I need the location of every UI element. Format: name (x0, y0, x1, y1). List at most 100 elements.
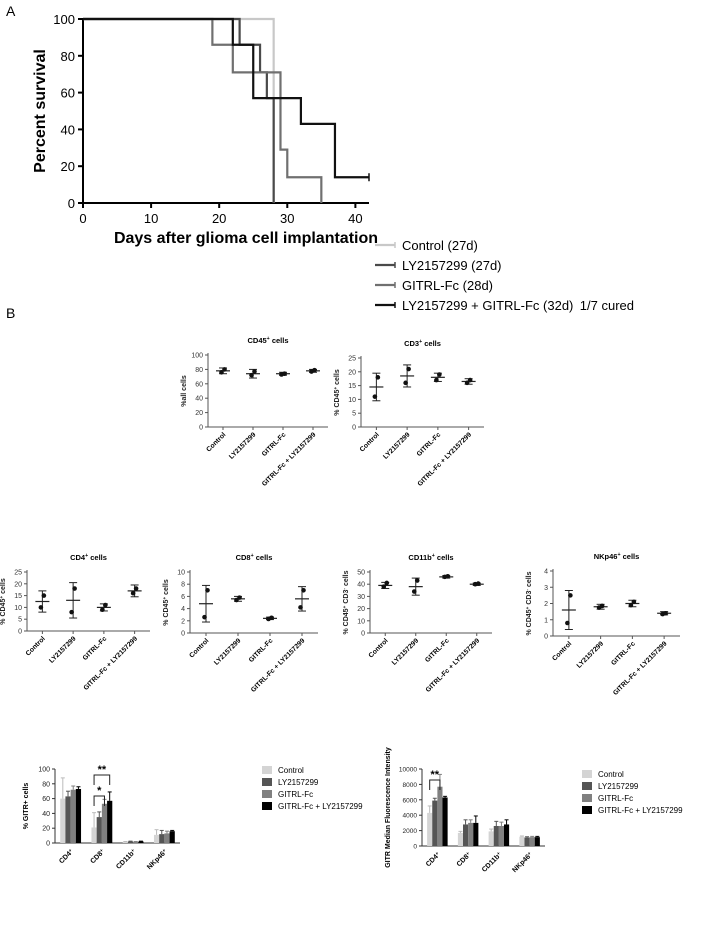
legend-swatch (262, 802, 272, 810)
legend-label: GITRL-Fc (278, 790, 313, 799)
y-tick-label: 0 (352, 425, 356, 432)
x-tick-label: 0 (79, 211, 86, 226)
x-tick-label: GITRL-Fc (82, 635, 109, 662)
y-tick-label: 0 (181, 631, 185, 638)
data-point (403, 380, 408, 386)
bar (463, 824, 469, 846)
data-point (282, 371, 287, 377)
y-tick-label: 15 (14, 593, 22, 600)
bar (442, 797, 448, 846)
chart-title: CD4+ cells (70, 553, 107, 562)
x-tick-label: GITRL-Fc + LY2157299 (261, 431, 318, 488)
data-point (69, 609, 74, 615)
y-tick-label: 25 (348, 356, 356, 363)
x-tick-label: GITRL-Fc (424, 637, 451, 664)
legend-label: GITRL-Fc (598, 794, 633, 803)
y-tick-label: 100 (38, 767, 50, 774)
x-tick-label: GITRL-Fc + LY2157299 (83, 635, 140, 692)
data-point (375, 375, 381, 380)
y-axis-label: % GITR+ cells (23, 783, 30, 830)
legend-swatch (262, 778, 272, 786)
x-tick-label: GITRL-Fc (416, 431, 443, 458)
x-tick-label: GITRL-Fc (261, 431, 288, 458)
y-tick-label: 20 (348, 369, 356, 376)
data-point (599, 603, 605, 609)
x-tick-label: LY2157299 (576, 640, 606, 670)
data-point (437, 372, 442, 377)
y-tick-label: 1 (544, 617, 548, 624)
y-tick-label: 20 (61, 159, 75, 174)
y-tick-label: 6 (181, 594, 185, 601)
chart-title: CD8+ cells (236, 553, 273, 562)
significance-bracket (429, 779, 441, 790)
bar (65, 796, 71, 843)
data-point (381, 584, 387, 589)
annotation: 1/7 cured (580, 298, 634, 313)
y-tick-label: 50 (357, 570, 365, 577)
x-tick-label: Control (359, 431, 381, 453)
data-point (475, 581, 481, 586)
x-tick-label: GITRL-Fc + LY2157299 (612, 640, 669, 697)
significance-label: * (97, 785, 102, 797)
x-tick-label: CD11b+ (115, 848, 138, 871)
y-tick-label: 5 (18, 617, 22, 624)
y-axis-label: % CD45+ cells (334, 369, 342, 416)
y-tick-label: 10 (348, 397, 356, 404)
y-tick-label: 4000 (403, 813, 418, 820)
x-tick-label: GITRL-Fc (248, 637, 275, 664)
bar (75, 788, 82, 843)
x-tick-label: NKp46+ (146, 848, 169, 871)
bar (164, 833, 170, 843)
data-point (249, 372, 254, 378)
x-tick-label: LY2157299 (382, 431, 412, 461)
bar (493, 825, 499, 846)
bar (96, 817, 102, 843)
bar (138, 841, 144, 843)
y-tick-label: 0 (46, 841, 50, 848)
panel-label-a: A (6, 3, 16, 19)
data-point (565, 620, 570, 626)
data-point (631, 599, 637, 605)
bar (504, 824, 510, 846)
y-tick-label: 25 (14, 570, 22, 577)
data-point (205, 588, 210, 593)
x-tick-label: Control (188, 637, 210, 659)
survival-chart: 0 20 40 60 80 100 0 10 20 30 40 Days after glioma c… (32, 12, 634, 313)
x-tick-label: CD11b+ (481, 851, 504, 874)
data-point (464, 380, 470, 386)
bar (101, 803, 108, 843)
x-axis-label: Days after glioma cell implantation (114, 230, 378, 247)
legend-label: Control (598, 770, 624, 779)
data-point (222, 367, 227, 372)
bar (122, 841, 128, 843)
data-point (568, 593, 573, 598)
bar (524, 837, 530, 846)
y-tick-label: 10 (14, 605, 22, 612)
data-point (133, 586, 139, 591)
bar (488, 831, 494, 846)
cd4-chart: 0 5 10 15 20 25 CD4+ cells % CD45+ cells Control… (0, 553, 150, 692)
legend-swatch (582, 794, 592, 802)
y-axis-label: %all cells (181, 375, 188, 407)
data-point (41, 593, 47, 598)
data-point (312, 367, 317, 373)
bar (153, 834, 160, 843)
bar (534, 837, 540, 846)
x-tick-label: LY2157299 (391, 637, 421, 667)
legend-label: Control (278, 766, 304, 775)
data-point (252, 369, 257, 374)
data-point (103, 602, 108, 608)
legend-swatch (582, 782, 592, 790)
y-tick-label: 2 (181, 618, 185, 625)
data-point (202, 614, 207, 620)
data-point (269, 615, 274, 621)
y-tick-label: 40 (61, 122, 75, 137)
legend-swatch (582, 770, 592, 778)
chart-title: CD45+ cells (247, 336, 288, 345)
significance-label: ** (431, 769, 440, 781)
y-tick-label: 15 (348, 383, 356, 390)
cd3-chart: 0 5 10 15 20 25 CD3+ cells % CD45+ cells Control… (334, 339, 484, 488)
data-point (414, 578, 420, 583)
legend-swatch (262, 790, 272, 798)
data-point (130, 590, 136, 596)
